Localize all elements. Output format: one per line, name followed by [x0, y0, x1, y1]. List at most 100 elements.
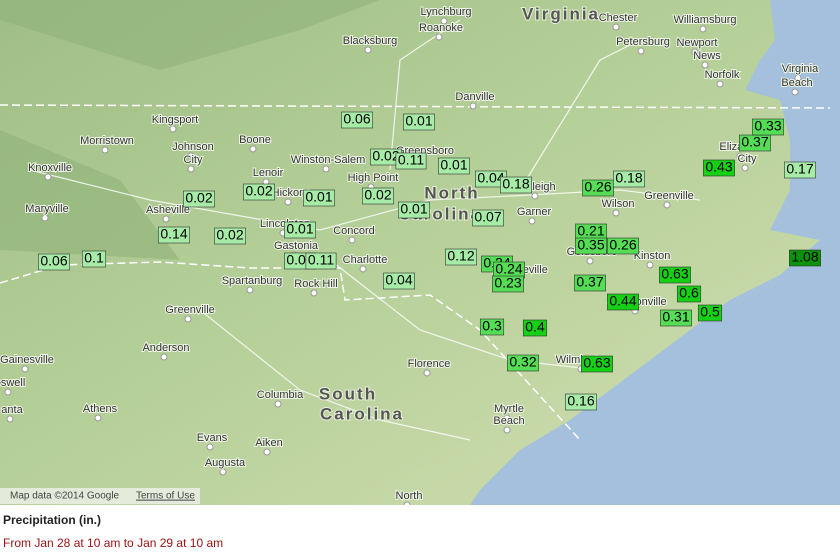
- observation: 0.06: [341, 111, 373, 129]
- city-label: Augusta: [205, 457, 246, 469]
- city-label: Newport: [677, 37, 718, 49]
- observation: 0.63: [581, 355, 613, 373]
- observation: 0.1: [81, 250, 107, 268]
- observation-value: 0.31: [662, 309, 689, 325]
- city-dot: [531, 192, 539, 200]
- city-dot: [206, 443, 214, 451]
- city-label: Hickory: [272, 187, 309, 199]
- observation-box: [574, 274, 606, 292]
- city-dot: [263, 448, 271, 456]
- observation: 0.6: [676, 285, 702, 303]
- city-label: Norfolk: [705, 69, 740, 81]
- observation-value: 0.23: [494, 275, 521, 291]
- city-dot: [701, 61, 709, 69]
- city-label: Lenoir: [253, 167, 284, 179]
- observation-value: 0.06: [40, 253, 67, 269]
- observation-value: 0.02: [372, 148, 399, 164]
- observation-value: 0.01: [286, 221, 313, 237]
- city-dot: [423, 369, 431, 377]
- city-label: Danville: [455, 91, 494, 103]
- observation-box: [752, 118, 784, 136]
- observation: 0.43: [703, 159, 735, 177]
- city-label: Gainesville: [0, 354, 54, 366]
- city-label: Aiken: [255, 437, 283, 449]
- observation-value: 0.44: [609, 293, 636, 309]
- observation-value: 0.6: [679, 285, 699, 301]
- city-dot: [101, 146, 109, 154]
- observation: 0.3: [479, 318, 505, 336]
- city-dot: [364, 46, 372, 54]
- observation-value: 0.4: [525, 319, 545, 335]
- city-dot: [612, 209, 620, 217]
- observation-value: 0.24: [495, 261, 522, 277]
- city-label: Kingsport: [152, 114, 198, 126]
- observation-value: 0.33: [754, 118, 781, 134]
- city-label: Evans: [197, 432, 228, 444]
- city-dot: [663, 201, 671, 209]
- city-label: Garner: [517, 206, 552, 218]
- observation-value: 0.18: [502, 176, 529, 192]
- observation: 0.01: [403, 113, 435, 131]
- observation-box: [676, 285, 702, 303]
- city-label: anta: [1, 404, 23, 416]
- observation-value: 0.06: [343, 111, 370, 127]
- city-dot: [160, 353, 168, 361]
- city-label: Florence: [408, 358, 451, 370]
- observation-box: [214, 227, 246, 245]
- state-label: South: [319, 384, 377, 403]
- city-dot: [359, 265, 367, 273]
- observation-value: 0.01: [405, 113, 432, 129]
- observation: 0.18: [500, 176, 532, 194]
- city-dot: [310, 289, 318, 297]
- observation: 0.23: [492, 275, 524, 293]
- city-label: Rock Hill: [294, 278, 337, 290]
- observation-box: [38, 253, 70, 271]
- observation-box: [659, 266, 691, 284]
- city-label: Myrtle: [494, 403, 524, 415]
- city-label: Blacksburg: [343, 35, 397, 47]
- observation-box: [492, 275, 524, 293]
- observation-value: 0.01: [400, 201, 427, 217]
- city-dot: [284, 198, 292, 206]
- observation: 0.44: [607, 293, 639, 311]
- city-label: City: [738, 153, 757, 165]
- observation-value: 0.3: [482, 318, 502, 334]
- observation-box: [697, 304, 723, 322]
- observation-box: [183, 190, 215, 208]
- city-dot: [184, 315, 192, 323]
- observation-value: 0.01: [440, 157, 467, 173]
- city-dot: [612, 23, 620, 31]
- observation: 0.07: [472, 209, 504, 227]
- city-label: Charlotte: [343, 254, 388, 266]
- observation: 0.4: [522, 319, 548, 337]
- observation-box: [784, 161, 816, 179]
- observation: 0.17: [784, 161, 816, 179]
- city-dot: [162, 215, 170, 223]
- observation-box: [472, 209, 504, 227]
- observation-value: 0.5: [700, 304, 720, 320]
- city-dot: [736, 152, 744, 160]
- city-dot: [699, 25, 707, 33]
- observation-box: [81, 250, 107, 268]
- city-label: Anderson: [142, 342, 189, 354]
- city-label: Spartanburg: [222, 275, 283, 287]
- observation-value: 0.07: [474, 209, 501, 225]
- observation: 0.04: [475, 170, 507, 188]
- state-label: Carolina: [320, 404, 404, 423]
- observation-value: 0.02: [245, 183, 272, 199]
- observation-value: 0.21: [577, 223, 604, 239]
- city-dot: [716, 80, 724, 88]
- observation-value: 0.02: [364, 187, 391, 203]
- city-label: Greenville: [165, 304, 215, 316]
- terms-link[interactable]: Terms of Use: [136, 491, 195, 502]
- observation-box: [305, 252, 337, 270]
- city-dot: [6, 415, 14, 423]
- observation-box: [445, 248, 477, 266]
- observation-value: 0.43: [705, 159, 732, 175]
- city-label: Concord: [333, 225, 375, 237]
- city-label: Knoxville: [28, 162, 72, 174]
- observation-box: [565, 393, 597, 411]
- city-dot: [249, 145, 257, 153]
- city-dot: [348, 236, 356, 244]
